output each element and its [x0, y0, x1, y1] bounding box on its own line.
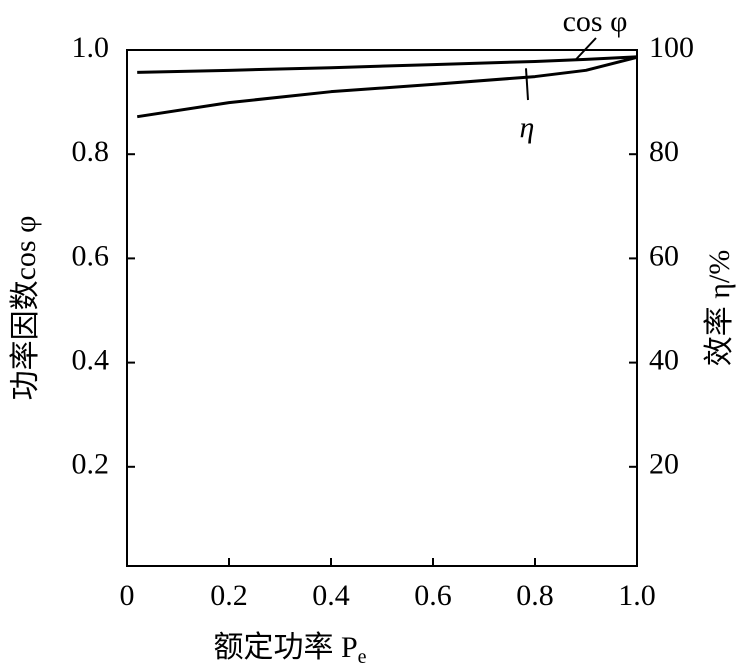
plot-frame [126, 49, 638, 567]
y2-axis-label: 效率 η/% [703, 250, 736, 367]
y2-tick-label: 20 [649, 448, 679, 481]
y-axis-label: 功率因数cos φ [9, 216, 42, 401]
x-tick-label: 1.0 [618, 579, 656, 612]
series-line [136, 55, 638, 119]
series-label: cos φ [563, 5, 628, 38]
x-tick-label: 0 [120, 579, 135, 612]
y2-tick-label: 40 [649, 343, 679, 376]
x-axis-label-main: 额定功率 P [213, 631, 357, 664]
y-tick-label: 0.6 [72, 239, 110, 272]
y2-tick-label: 100 [649, 31, 694, 64]
x-tick-label: 0.4 [312, 579, 350, 612]
x-tick-label: 0.8 [516, 579, 554, 612]
y2-tick-label: 80 [649, 135, 679, 168]
annotation-leader [525, 68, 529, 101]
y-tick-label: 0.8 [72, 135, 110, 168]
y-tick-label: 0.4 [72, 343, 110, 376]
annotation-leader [575, 37, 597, 61]
x-tick-label: 0.6 [414, 579, 452, 612]
y-tick-label: 1.0 [72, 31, 110, 64]
x-axis-label-sub: e [358, 646, 367, 666]
series-line [137, 55, 638, 74]
y-tick-label: 0.2 [72, 448, 110, 481]
x-tick-label: 0.2 [210, 579, 248, 612]
y2-tick-label: 60 [649, 239, 679, 272]
series-label: η [520, 111, 535, 144]
x-axis-label: 额定功率 Pe [213, 631, 366, 666]
